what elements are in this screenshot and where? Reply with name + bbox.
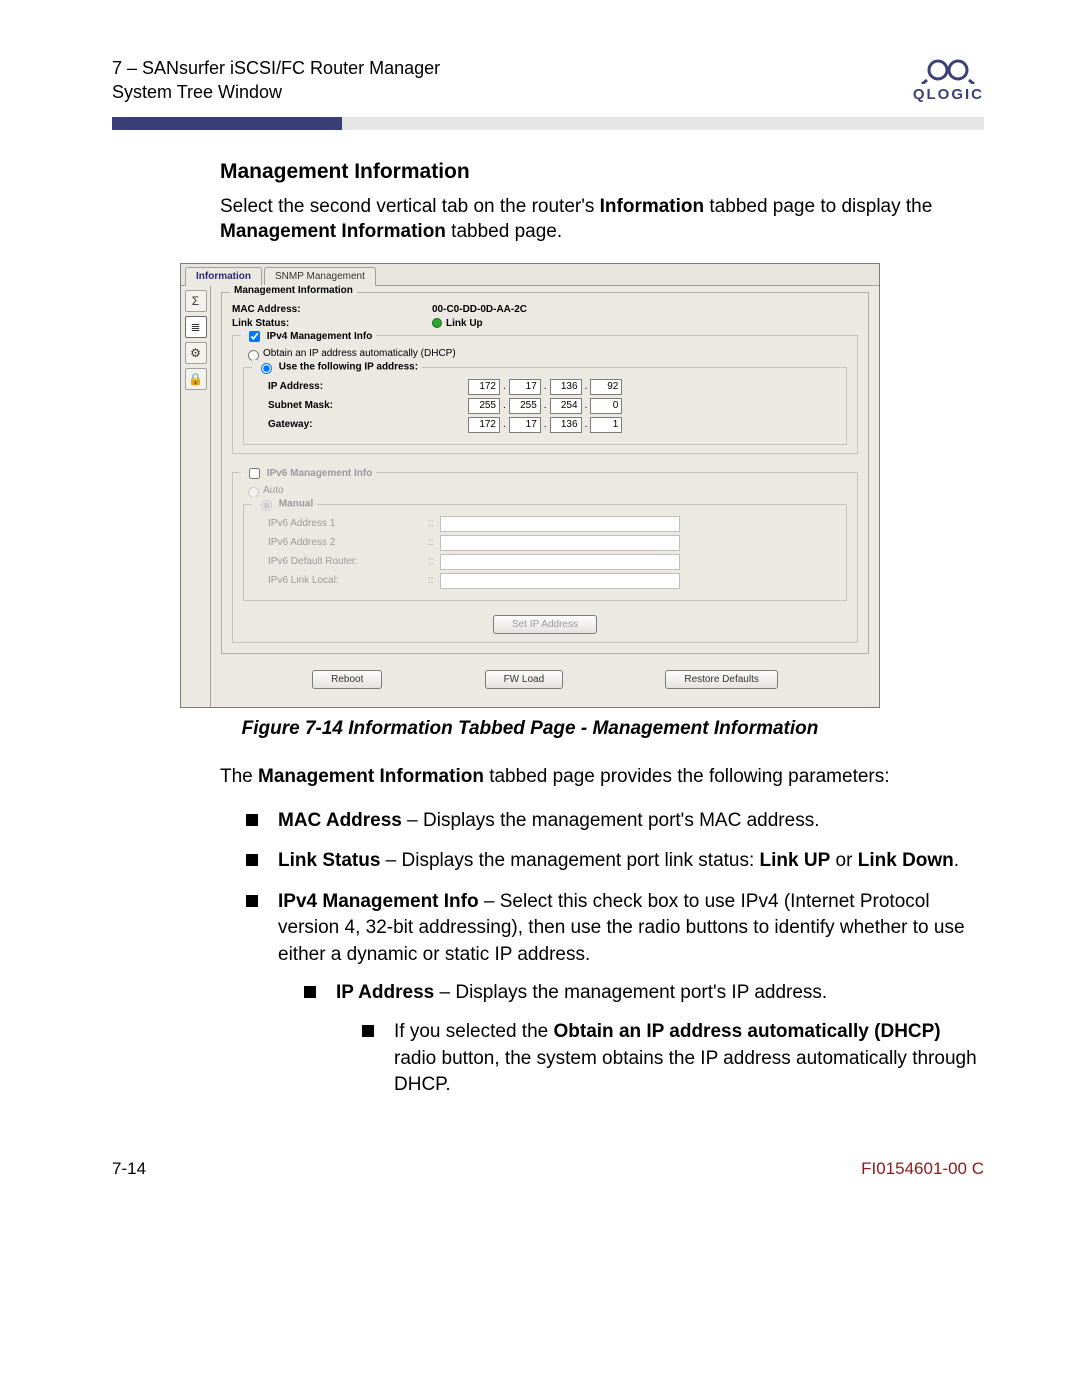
mac-label: MAC Address: [232, 304, 432, 315]
ipv6-addr1-input[interactable] [440, 516, 680, 532]
section-heading: Management Information [220, 160, 984, 184]
mac-value: 00-C0-DD-0D-AA-2C [432, 304, 527, 315]
list-item: MAC Address – Displays the management po… [246, 808, 984, 835]
subnet-mask-label: Subnet Mask: [268, 400, 468, 411]
ipv4-dhcp-label: Obtain an IP address automatically (DHCP… [263, 348, 456, 359]
ipv4-enable-checkbox[interactable] [249, 331, 260, 342]
fwload-button[interactable]: FW Load [485, 670, 564, 689]
parameter-list: MAC Address – Displays the management po… [220, 808, 984, 1099]
restore-defaults-button[interactable]: Restore Defaults [665, 670, 777, 689]
top-tabs: Information SNMP Management [181, 264, 879, 286]
ipv4-static-radio[interactable] [261, 363, 272, 374]
ipv6-addr1-label: IPv6 Address 1 [268, 518, 428, 529]
list-item: IP Address – Displays the management por… [304, 980, 984, 1098]
screenshot-figure: Information SNMP Management Σ ≣ ⚙ 🔒 Mana… [180, 263, 880, 708]
group-title: Management Information [230, 285, 357, 296]
ipv6-router-label: IPv6 Default Router: [268, 556, 428, 567]
list-item: If you selected the Obtain an IP address… [362, 1019, 984, 1099]
page-footer: 7-14 FI0154601-00 C [112, 1159, 984, 1179]
brand-logo: QLOGIC [913, 56, 984, 103]
vtab-lock-icon[interactable]: 🔒 [185, 368, 207, 390]
intro-paragraph: Select the second vertical tab on the ro… [220, 194, 984, 245]
ipv6-auto-label: Auto [263, 485, 284, 496]
qlogic-mark-icon [920, 56, 976, 84]
list-item: IPv4 Management Info – Select this check… [246, 889, 984, 1099]
ipv6-title: IPv6 Management Info [241, 465, 376, 482]
gateway-input[interactable]: 172. 17. 136. 1 [468, 417, 622, 433]
vtab-management-icon[interactable]: ≣ [185, 316, 207, 338]
ipv6-addr2-input[interactable] [440, 535, 680, 551]
ip-address-input[interactable]: 172. 17. 136. 92 [468, 379, 622, 395]
figure-caption: Figure 7-14 Information Tabbed Page - Ma… [180, 718, 880, 740]
tab-information[interactable]: Information [185, 267, 262, 286]
gateway-label: Gateway: [268, 419, 468, 430]
ip-address-label: IP Address: [268, 381, 468, 392]
ipv6-router-input[interactable] [440, 554, 680, 570]
doc-number: FI0154601-00 C [861, 1159, 984, 1179]
ipv6-manual-radio[interactable] [261, 500, 272, 511]
header-line-1: 7 – SANsurfer iSCSI/FC Router Manager [112, 56, 440, 80]
ipv6-manual-title: Manual [252, 497, 317, 511]
list-item: Link Status – Displays the management po… [246, 848, 984, 875]
reboot-button[interactable]: Reboot [312, 670, 382, 689]
ipv6-addr2-label: IPv6 Address 2 [268, 537, 428, 548]
after-caption-paragraph: The Management Information tabbed page p… [220, 764, 984, 790]
set-ip-button[interactable]: Set IP Address [493, 615, 597, 634]
ipv6-linklocal-input[interactable] [440, 573, 680, 589]
vtab-sigma-icon[interactable]: Σ [185, 290, 207, 312]
tab-snmp-management[interactable]: SNMP Management [264, 267, 376, 286]
header-line-2: System Tree Window [112, 80, 440, 104]
header-rule [112, 117, 984, 130]
ipv6-linklocal-label: IPv6 Link Local: [268, 575, 428, 586]
ipv6-enable-checkbox[interactable] [249, 468, 260, 479]
ipv4-group: IPv4 Management Info Obtain an IP addres… [232, 335, 858, 454]
ipv6-manual-group: Manual IPv6 Address 1:: IPv6 Address 2::… [243, 504, 847, 601]
brand-text: QLOGIC [913, 86, 984, 103]
vtab-gear-icon[interactable]: ⚙ [185, 342, 207, 364]
bottom-button-row: Reboot FW Load Restore Defaults [221, 662, 869, 697]
ipv4-static-group: Use the following IP address: IP Address… [243, 367, 847, 445]
ipv4-title: IPv4 Management Info [241, 328, 376, 345]
management-info-group: Management Information MAC Address: 00-C… [221, 292, 869, 654]
link-led-icon [432, 318, 442, 328]
page-number: 7-14 [112, 1159, 146, 1179]
vertical-tabs: Σ ≣ ⚙ 🔒 [181, 286, 211, 707]
subnet-mask-input[interactable]: 255. 255. 254. 0 [468, 398, 622, 414]
ipv4-static-title: Use the following IP address: [252, 360, 422, 374]
ipv6-group: IPv6 Management Info Auto Manual [232, 472, 858, 643]
page-header: 7 – SANsurfer iSCSI/FC Router Manager Sy… [112, 56, 984, 105]
link-status-value: Link Up [432, 318, 483, 329]
